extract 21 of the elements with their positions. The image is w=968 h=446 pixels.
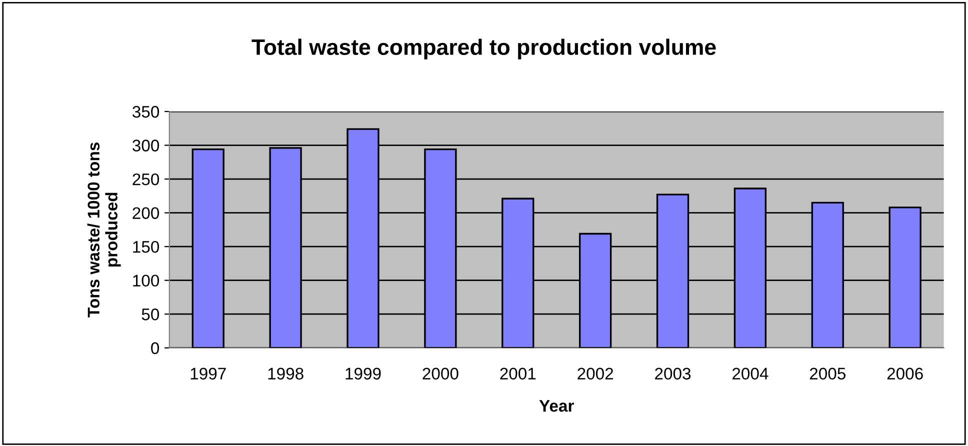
y-tick-label: 350 bbox=[132, 106, 160, 118]
x-tick-label: 2003 bbox=[655, 368, 691, 380]
x-tick-label: 1999 bbox=[346, 368, 381, 380]
x-tick-label: 1997 bbox=[190, 368, 226, 380]
y-tick-label: 100 bbox=[133, 274, 160, 287]
y-tick-label: 0 bbox=[151, 342, 160, 354]
y-tick-label: 300 bbox=[132, 140, 160, 152]
x-tick-label: 2000 bbox=[422, 368, 458, 380]
y-tick-label: 250 bbox=[132, 173, 160, 186]
y-axis-title: Tons waste/ 1000 tons produced bbox=[87, 142, 121, 318]
y-tick-label: 200 bbox=[132, 207, 160, 220]
chart-title: Total waste compared to production volume bbox=[252, 38, 716, 60]
x-tick-label: 1998 bbox=[268, 368, 304, 380]
x-tick-label: 2001 bbox=[500, 368, 536, 380]
x-tick-label: 2005 bbox=[810, 368, 846, 380]
x-tick-label: 2004 bbox=[732, 368, 768, 380]
y-tick-label: 150 bbox=[133, 240, 160, 253]
x-axis-title: Year bbox=[539, 400, 574, 412]
y-tick-label: 50 bbox=[142, 308, 160, 320]
x-tick-label: 2006 bbox=[887, 368, 923, 380]
x-tick-label: 2002 bbox=[578, 368, 614, 380]
